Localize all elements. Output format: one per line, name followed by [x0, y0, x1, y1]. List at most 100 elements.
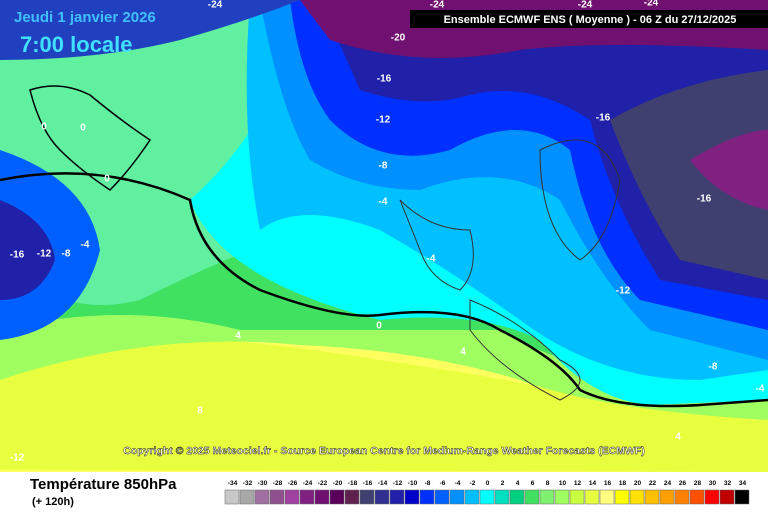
zone-greenland-cold [0, 0, 300, 60]
legend-swatch [404, 489, 420, 505]
legend-swatch [374, 489, 390, 505]
legend-label: -4 [455, 480, 461, 487]
legend-swatch [269, 489, 285, 505]
legend-swatch [569, 489, 585, 505]
contour-label: -16 [596, 113, 611, 124]
legend-label: 22 [649, 480, 657, 487]
zone-west-core [0, 200, 55, 300]
contour-label: -24 [644, 0, 659, 9]
legend-swatch [599, 489, 615, 505]
legend-label: 6 [531, 480, 535, 487]
contour-label: 0 [41, 122, 47, 133]
legend-label: -30 [258, 480, 268, 487]
contour-label: -20 [391, 33, 406, 44]
legend-label: -34 [228, 480, 238, 487]
contour-label: 0 [80, 123, 86, 134]
legend-label: 16 [604, 480, 612, 487]
contour-label: -12 [37, 249, 52, 260]
legend-swatch [734, 489, 750, 505]
legend-label: 24 [664, 480, 672, 487]
legend-swatch [434, 489, 450, 505]
legend-swatch [284, 489, 300, 505]
contour-label: -16 [377, 74, 392, 85]
copyright: Copyright © 2025 Meteociel.fr - Source E… [123, 445, 645, 457]
zone-minus16 [610, 70, 768, 280]
contour-label: -12 [376, 115, 391, 126]
legend-label: 20 [634, 480, 642, 487]
contour-label: -8 [709, 362, 718, 373]
legend-label: -20 [333, 480, 343, 487]
contour-label: 8 [197, 406, 203, 417]
legend-label: 8 [546, 480, 550, 487]
legend-swatch [449, 489, 465, 505]
legend-label: -32 [243, 480, 253, 487]
legend-swatch [329, 489, 345, 505]
contour-label: -4 [81, 240, 90, 251]
legend-label: -18 [348, 480, 358, 487]
legend-swatch [674, 489, 690, 505]
legend-label: -14 [378, 480, 388, 487]
legend-label: 12 [574, 480, 582, 487]
legend-swatch [524, 489, 540, 505]
legend-label: -2 [470, 480, 476, 487]
legend-label: -24 [303, 480, 313, 487]
contour-label: 4 [460, 347, 466, 358]
legend-swatch [224, 489, 240, 505]
contour-label: -8 [379, 161, 388, 172]
legend-swatch [659, 489, 675, 505]
legend-swatch [704, 489, 720, 505]
legend-label: -6 [440, 480, 446, 487]
legend-label: -16 [363, 480, 373, 487]
legend-swatch [344, 489, 360, 505]
legend-swatch [479, 489, 495, 505]
legend-swatch [719, 489, 735, 505]
legend-swatch [389, 489, 405, 505]
forecast-time: 7:00 locale [20, 32, 133, 57]
contour-label: -8 [62, 249, 71, 260]
legend-swatch [494, 489, 510, 505]
zero-isotherm [0, 172, 768, 408]
forecast-date: Jeudi 1 janvier 2026 [14, 9, 156, 26]
contour-label: -4 [379, 197, 388, 208]
legend-label: 34 [739, 480, 747, 487]
contour-label: -24 [208, 0, 223, 11]
legend-label: -22 [318, 480, 328, 487]
legend-label: 26 [679, 480, 687, 487]
legend-label: 28 [694, 480, 702, 487]
legend-swatch [614, 489, 630, 505]
contour-label: -4 [756, 384, 765, 395]
legend-swatch [689, 489, 705, 505]
legend-label: 14 [589, 480, 597, 487]
legend-label: 4 [516, 480, 520, 487]
greenland-coast [29, 85, 152, 191]
legend-label: -12 [393, 480, 403, 487]
legend-swatch [584, 489, 600, 505]
legend-swatch [509, 489, 525, 505]
legend-label: 2 [501, 480, 505, 487]
legend-swatch [299, 489, 315, 505]
legend-label: 0 [486, 480, 490, 487]
legend-swatch [464, 489, 480, 505]
legend-swatch [314, 489, 330, 505]
legend-swatch [359, 489, 375, 505]
legend-swatch [254, 489, 270, 505]
legend-swatch [644, 489, 660, 505]
contour-label: -24 [430, 0, 445, 11]
contour-label: -16 [697, 194, 712, 205]
legend-label: 32 [724, 480, 732, 487]
legend-label: 10 [559, 480, 567, 487]
legend-swatch [629, 489, 645, 505]
legend-swatch [239, 489, 255, 505]
model-info: Ensemble ECMWF ENS ( Moyenne ) - 06 Z du… [444, 14, 737, 26]
contour-label: 0 [104, 174, 110, 185]
contour-label: 4 [675, 432, 681, 443]
contour-label: 4 [235, 331, 241, 342]
zone-minus12 [320, 0, 768, 300]
contour-label: -12 [616, 286, 631, 297]
contour-label: -12 [10, 453, 25, 464]
contour-label: -4 [427, 254, 436, 265]
europe-coast [399, 139, 621, 401]
contour-label: -24 [578, 0, 593, 11]
contour-label: 0 [376, 321, 382, 332]
